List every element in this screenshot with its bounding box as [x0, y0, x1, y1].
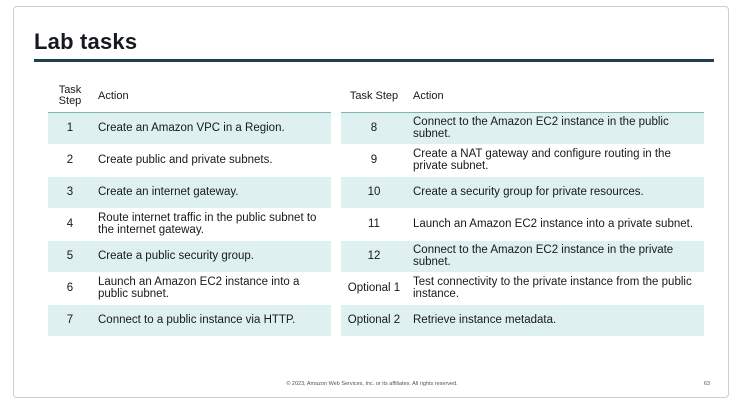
task-step-cell: 1: [48, 112, 92, 145]
column-header-task-step: Task Step: [48, 81, 92, 113]
page-number: 63: [703, 381, 710, 387]
table-row: Optional 1 Test connectivity to the priv…: [341, 272, 704, 305]
column-header-action: Action: [407, 81, 704, 113]
task-step-cell: 10: [341, 176, 407, 209]
table-header-row: Task Step Action: [48, 81, 331, 113]
task-action-cell: Create public and private subnets.: [92, 144, 331, 177]
task-step-cell: 6: [48, 272, 92, 305]
table-row: 3 Create an internet gateway.: [48, 176, 331, 209]
task-action-cell: Create a public security group.: [92, 240, 331, 273]
task-step-cell: 3: [48, 176, 92, 209]
task-action-cell: Connect to the Amazon EC2 instance in th…: [407, 240, 704, 273]
task-action-cell: Create a NAT gateway and configure routi…: [407, 144, 704, 177]
task-action-cell: Create an Amazon VPC in a Region.: [92, 112, 331, 145]
slide: Lab tasks Task Step Action 1 Create an A…: [13, 6, 729, 398]
task-action-cell: Connect to the Amazon EC2 instance in th…: [407, 112, 704, 145]
table-row: 10 Create a security group for private r…: [341, 176, 704, 209]
task-step-cell: 4: [48, 208, 92, 241]
table-row: 12 Connect to the Amazon EC2 instance in…: [341, 240, 704, 273]
task-action-cell: Connect to a public instance via HTTP.: [92, 304, 331, 337]
table-row: 1 Create an Amazon VPC in a Region.: [48, 112, 331, 145]
table-row: 9 Create a NAT gateway and configure rou…: [341, 144, 704, 177]
column-header-action: Action: [92, 81, 331, 113]
table-row: 8 Connect to the Amazon EC2 instance in …: [341, 112, 704, 145]
table-row: 7 Connect to a public instance via HTTP.: [48, 304, 331, 337]
table-row: 11 Launch an Amazon EC2 instance into a …: [341, 208, 704, 241]
task-step-cell: 11: [341, 208, 407, 241]
task-step-cell: Optional 1: [341, 272, 407, 305]
table-header-row: Task Step Action: [341, 81, 704, 113]
table-row: 6 Launch an Amazon EC2 instance into a p…: [48, 272, 331, 305]
task-step-cell: 9: [341, 144, 407, 177]
slide-title: Lab tasks: [34, 29, 138, 54]
column-header-task-step: Task Step: [341, 81, 407, 113]
task-step-cell: Optional 2: [341, 304, 407, 337]
copyright-footer: © 2023, Amazon Web Services, Inc. or its…: [286, 381, 458, 387]
task-step-cell: 2: [48, 144, 92, 177]
table-row: 5 Create a public security group.: [48, 240, 331, 273]
task-action-cell: Route internet traffic in the public sub…: [92, 208, 331, 241]
table-row: 2 Create public and private subnets.: [48, 144, 331, 177]
tasks-table-left: Task Step Action 1 Create an Amazon VPC …: [48, 81, 331, 337]
task-action-cell: Launch an Amazon EC2 instance into a pub…: [92, 272, 331, 305]
task-step-cell: 12: [341, 240, 407, 273]
task-step-cell: 5: [48, 240, 92, 273]
task-action-cell: Test connectivity to the private instanc…: [407, 272, 704, 305]
task-action-cell: Create a security group for private reso…: [407, 176, 704, 209]
task-action-cell: Retrieve instance metadata.: [407, 304, 704, 337]
table-row: Optional 2 Retrieve instance metadata.: [341, 304, 704, 337]
table-row: 4 Route internet traffic in the public s…: [48, 208, 331, 241]
task-action-cell: Launch an Amazon EC2 instance into a pri…: [407, 208, 704, 241]
tasks-table-right: Task Step Action 8 Connect to the Amazon…: [341, 81, 704, 337]
task-step-cell: 8: [341, 112, 407, 145]
task-action-cell: Create an internet gateway.: [92, 176, 331, 209]
title-divider: [34, 59, 714, 62]
task-step-cell: 7: [48, 304, 92, 337]
